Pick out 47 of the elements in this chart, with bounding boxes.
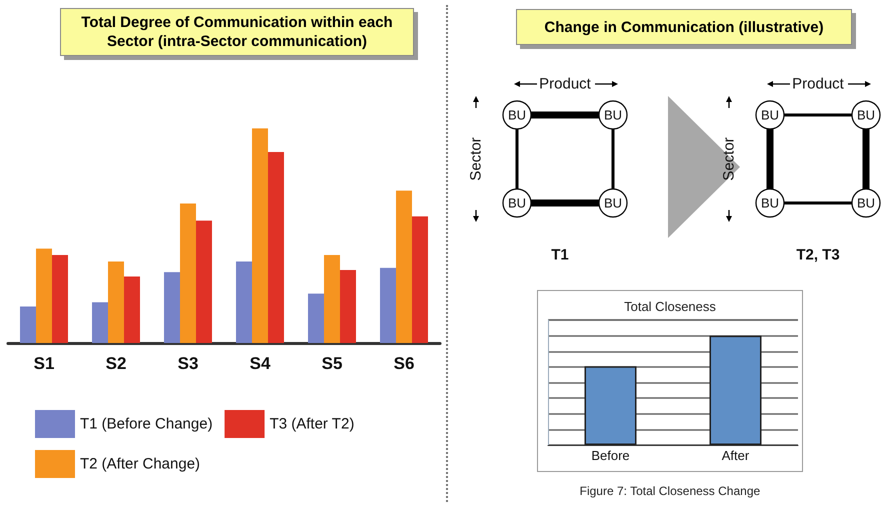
bar: [20, 306, 36, 343]
bar: [108, 261, 124, 343]
chart-title: Total Closeness: [624, 299, 716, 314]
x-tick-label: S6: [394, 354, 414, 373]
x-tick-label: S5: [322, 354, 342, 373]
bar: [52, 255, 68, 343]
bar: [196, 220, 212, 343]
text: Product: [539, 76, 592, 92]
bar: [164, 272, 180, 343]
text: Sector: [468, 137, 484, 181]
text: T2, T3: [796, 246, 840, 264]
legend-label: T2 (After Change): [80, 456, 200, 472]
caption: Figure 7: Total Closeness Change: [580, 484, 760, 498]
text: BU: [760, 108, 780, 122]
legend-label: T3 (After T2): [270, 416, 354, 432]
bar: [324, 255, 340, 343]
text: Sector: [720, 137, 738, 181]
chart-title: Total Degree of Communication within each Sector (intra-Sector communication): [60, 8, 414, 56]
bar: [340, 270, 356, 343]
x-tick-label: Before: [591, 448, 630, 463]
bar: [396, 190, 412, 343]
bar: [380, 268, 396, 343]
x-tick-label: S3: [178, 354, 198, 373]
text: Change in Communication (illustrative): [516, 9, 852, 45]
text: BU: [856, 196, 876, 210]
x-tick-label: After: [722, 448, 750, 463]
text: BU: [604, 196, 622, 210]
text: BU: [856, 108, 876, 122]
bar: [268, 152, 284, 343]
text: BU: [760, 196, 780, 210]
bar: [36, 248, 52, 343]
x-tick-label: S4: [250, 354, 271, 373]
x-tick-label: S1: [34, 354, 54, 373]
bar: [124, 276, 140, 343]
bar: [236, 261, 252, 343]
text: T1: [551, 246, 569, 264]
x-tick-label: S2: [106, 354, 126, 373]
bar: [412, 216, 428, 343]
bar: [252, 128, 268, 343]
bar: [92, 302, 108, 343]
text: BU: [508, 196, 526, 210]
text: BU: [604, 108, 622, 122]
text: BU: [508, 108, 526, 122]
text: Product: [792, 76, 845, 92]
bar: [308, 294, 324, 343]
legend-label: T1 (Before Change): [80, 416, 213, 432]
bar: [180, 204, 196, 343]
